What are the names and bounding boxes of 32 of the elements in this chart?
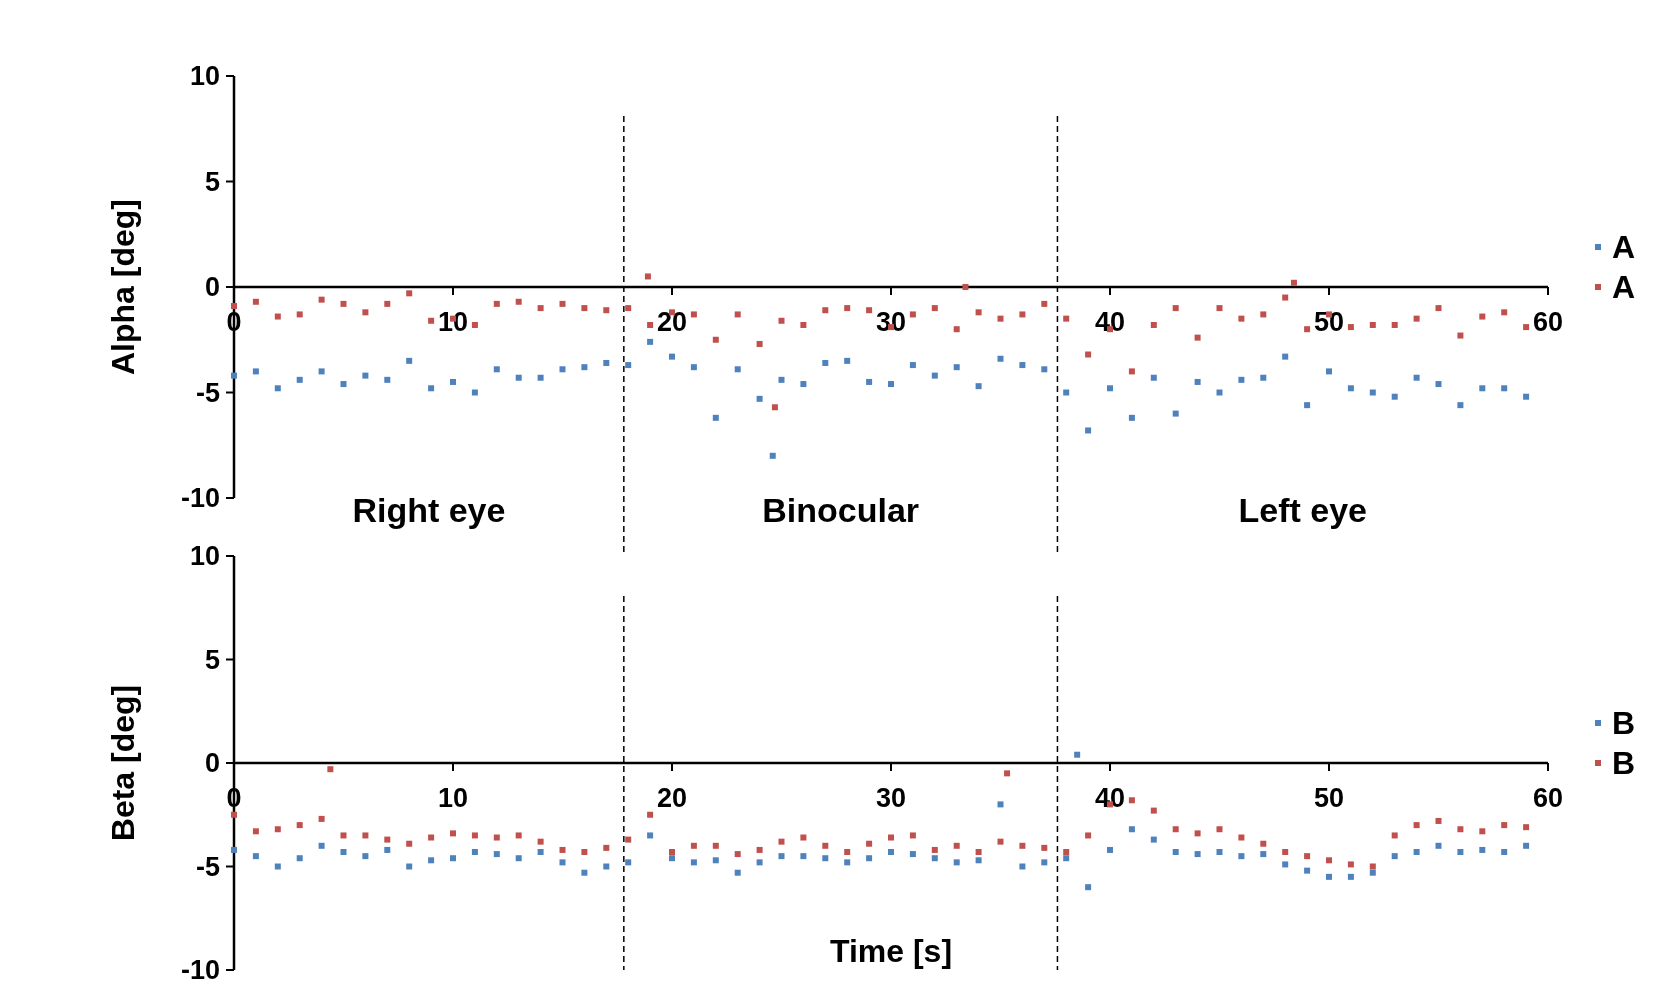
y-tick-label: 5 — [204, 644, 220, 675]
x-tick-label: 30 — [875, 783, 907, 813]
x-tick-label: 30 — [875, 307, 907, 337]
x-tick-label: 40 — [1094, 307, 1126, 337]
legend-label: B — [1612, 705, 1636, 742]
x-tick-label: 40 — [1094, 783, 1126, 813]
x-tick-label: 20 — [656, 783, 688, 813]
legend-label: B — [1612, 745, 1636, 782]
y-tick-label: -5 — [195, 851, 220, 882]
y-tick-label: 0 — [204, 272, 220, 303]
x-tick-label: 60 — [1532, 307, 1564, 337]
x-tick-label: 60 — [1532, 783, 1564, 813]
x-axis-title: Time [s] — [829, 933, 953, 969]
legend-label: A — [1612, 229, 1636, 266]
y-tick-label: -10 — [180, 483, 220, 514]
y-tick-label: 10 — [189, 61, 220, 92]
x-tick-label: 50 — [1313, 783, 1345, 813]
y-tick-label: 10 — [189, 541, 220, 572]
annotation: Left eye — [1238, 491, 1367, 529]
x-tick-label: 50 — [1313, 307, 1345, 337]
y-tick-label: 0 — [204, 748, 220, 779]
y-tick-label: -10 — [180, 955, 220, 985]
x-tick-label: 10 — [437, 783, 469, 813]
y-tick-label: 5 — [204, 166, 220, 197]
x-tick-label: 10 — [437, 307, 469, 337]
y-axis-title: Beta [deg] — [105, 684, 141, 842]
legend-label: A — [1612, 269, 1636, 306]
y-tick-label: -5 — [195, 377, 220, 408]
annotation: Binocular — [762, 491, 920, 529]
annotation: Right eye — [352, 491, 506, 529]
x-tick-label: 20 — [656, 307, 688, 337]
y-axis-title: Alpha [deg] — [105, 199, 141, 375]
